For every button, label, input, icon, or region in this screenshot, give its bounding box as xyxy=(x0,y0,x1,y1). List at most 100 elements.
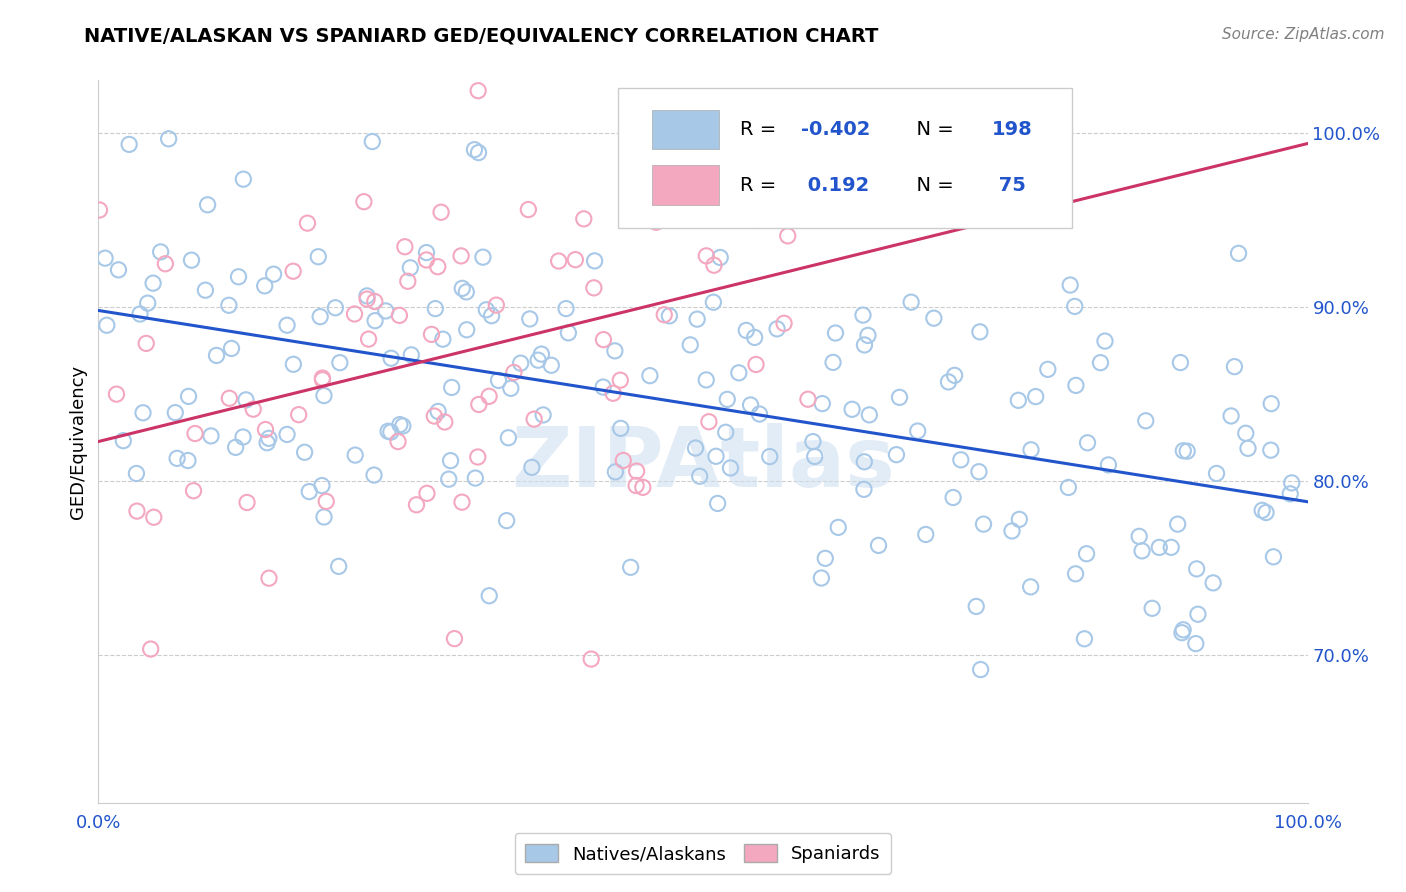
Point xyxy=(374,304,396,318)
Point xyxy=(298,484,321,499)
Point xyxy=(440,380,463,394)
Point xyxy=(555,301,578,316)
FancyBboxPatch shape xyxy=(619,87,1071,228)
Point xyxy=(740,398,762,412)
Point xyxy=(495,514,517,528)
Point xyxy=(125,504,148,518)
Point xyxy=(1064,566,1087,581)
Point xyxy=(125,467,148,481)
Point xyxy=(415,245,437,260)
Point xyxy=(361,135,384,149)
Point xyxy=(312,388,335,402)
Point xyxy=(1021,199,1043,213)
Point xyxy=(671,106,693,120)
Point xyxy=(463,143,485,157)
Point xyxy=(624,478,647,492)
Point xyxy=(727,366,749,380)
Point xyxy=(531,408,554,422)
Point xyxy=(801,434,824,449)
Point xyxy=(652,308,675,322)
Point xyxy=(467,84,489,98)
Point xyxy=(194,283,217,297)
Point xyxy=(357,332,380,346)
Point xyxy=(451,281,474,295)
Point xyxy=(232,172,254,186)
Point xyxy=(136,296,159,310)
Point xyxy=(1073,632,1095,646)
Point xyxy=(142,276,165,290)
Point xyxy=(157,132,180,146)
Point xyxy=(105,387,128,401)
Point xyxy=(1007,393,1029,408)
Point xyxy=(297,216,319,230)
Text: -0.402: -0.402 xyxy=(801,120,870,139)
Point xyxy=(852,308,875,322)
Point xyxy=(257,431,280,445)
Point xyxy=(430,205,453,219)
Point xyxy=(89,202,111,217)
Point xyxy=(747,213,769,227)
Point xyxy=(329,356,352,370)
Point xyxy=(392,419,415,434)
Point xyxy=(344,448,367,462)
Point xyxy=(969,325,991,339)
Point xyxy=(620,560,643,574)
Point xyxy=(716,392,738,407)
Point xyxy=(343,307,366,321)
Point xyxy=(523,412,546,426)
Point xyxy=(388,417,411,432)
Point xyxy=(1223,359,1246,374)
Point xyxy=(328,559,350,574)
Point xyxy=(401,348,423,362)
Point xyxy=(426,260,449,274)
Point xyxy=(886,448,908,462)
Point xyxy=(868,538,890,552)
Point xyxy=(763,106,786,120)
Point xyxy=(478,389,501,403)
Point xyxy=(1128,529,1150,543)
Point xyxy=(1173,623,1195,637)
Point xyxy=(1064,378,1087,392)
Point xyxy=(420,327,443,342)
Point xyxy=(814,551,837,566)
Point xyxy=(852,483,875,497)
Point xyxy=(149,244,172,259)
Point xyxy=(353,194,375,209)
Point xyxy=(165,406,187,420)
Point xyxy=(129,307,152,321)
Point xyxy=(735,323,758,337)
Point xyxy=(364,313,387,327)
Point xyxy=(1254,506,1277,520)
Point xyxy=(468,397,491,411)
Point xyxy=(602,386,624,401)
Point xyxy=(1063,299,1085,313)
Point xyxy=(283,357,305,371)
Point xyxy=(1234,426,1257,441)
Point xyxy=(1263,549,1285,564)
Point xyxy=(443,632,465,646)
Point xyxy=(1008,512,1031,526)
Point xyxy=(695,373,717,387)
Point xyxy=(942,491,965,505)
Point xyxy=(907,424,929,438)
Point xyxy=(679,338,702,352)
Point xyxy=(256,435,278,450)
Point xyxy=(745,358,768,372)
Point xyxy=(714,425,737,440)
Point xyxy=(721,204,744,219)
Point xyxy=(1185,562,1208,576)
Point xyxy=(205,348,228,362)
Point xyxy=(235,392,257,407)
Point xyxy=(485,298,508,312)
Point xyxy=(824,326,846,340)
Point xyxy=(143,37,166,52)
Point xyxy=(509,356,531,370)
Point xyxy=(228,269,250,284)
Point xyxy=(276,318,298,333)
Point xyxy=(631,480,654,494)
Point xyxy=(307,250,329,264)
Point xyxy=(225,441,247,455)
Point xyxy=(645,215,668,229)
Point xyxy=(1130,544,1153,558)
Point xyxy=(183,483,205,498)
